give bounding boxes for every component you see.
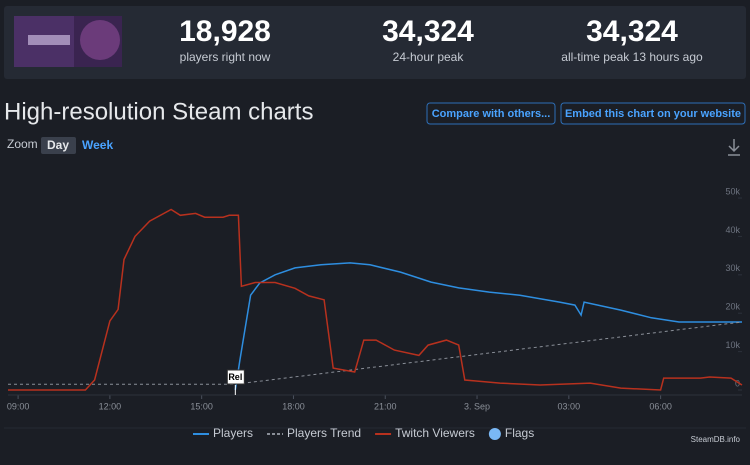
watermark: SteamDB.info	[691, 435, 741, 444]
zoom-option[interactable]	[41, 137, 76, 154]
legend-label: Players	[213, 426, 253, 440]
y-tick-label: 30k	[725, 263, 740, 273]
page-title: High-resolution Steam charts	[4, 98, 313, 125]
flag-label: Rel	[228, 372, 242, 382]
button-label[interactable]: Compare with others...	[432, 108, 551, 120]
button[interactable]	[426, 102, 556, 125]
x-tick-label: 18:00	[282, 401, 305, 411]
button-label[interactable]: Embed this chart on your website	[565, 108, 741, 120]
zoom-option-label[interactable]: Day	[47, 138, 69, 152]
legend-label: Players Trend	[287, 426, 361, 440]
y-tick-label: 50k	[725, 186, 740, 196]
zoom-option-label[interactable]: Week	[82, 138, 113, 152]
legend-label: Twitch Viewers	[395, 426, 475, 440]
stat-label: players right now	[180, 50, 271, 64]
x-tick-label: 06:00	[649, 401, 672, 411]
y-tick-label: 20k	[725, 302, 740, 312]
x-tick-label: 3. Sep	[464, 401, 490, 411]
y-tick-label: 10k	[725, 340, 740, 350]
stats-bar	[4, 6, 746, 79]
download-icon[interactable]	[728, 139, 740, 156]
series-line	[234, 262, 742, 391]
game-image	[14, 16, 122, 67]
zoom-label: Zoom	[7, 137, 38, 151]
x-tick-label: 12:00	[99, 401, 122, 411]
legend-label: Flags	[505, 426, 534, 440]
stat-label: 24-hour peak	[393, 50, 465, 64]
series-line	[8, 208, 743, 391]
flag-box	[226, 369, 245, 385]
stat-value: 34,324	[382, 15, 474, 48]
legend-swatch	[488, 428, 501, 440]
stat-value: 34,324	[586, 15, 678, 48]
y-tick-label: 40k	[725, 225, 740, 235]
stat-value: 18,928	[179, 15, 271, 48]
y-tick-label: 0	[735, 378, 740, 388]
x-tick-label: 03:00	[558, 401, 581, 411]
stat-label: all-time peak 13 hours ago	[561, 50, 703, 64]
x-tick-label: 15:00	[190, 401, 213, 411]
button[interactable]	[560, 102, 746, 125]
x-tick-label: 09:00	[7, 401, 30, 411]
x-tick-label: 21:00	[374, 401, 397, 411]
